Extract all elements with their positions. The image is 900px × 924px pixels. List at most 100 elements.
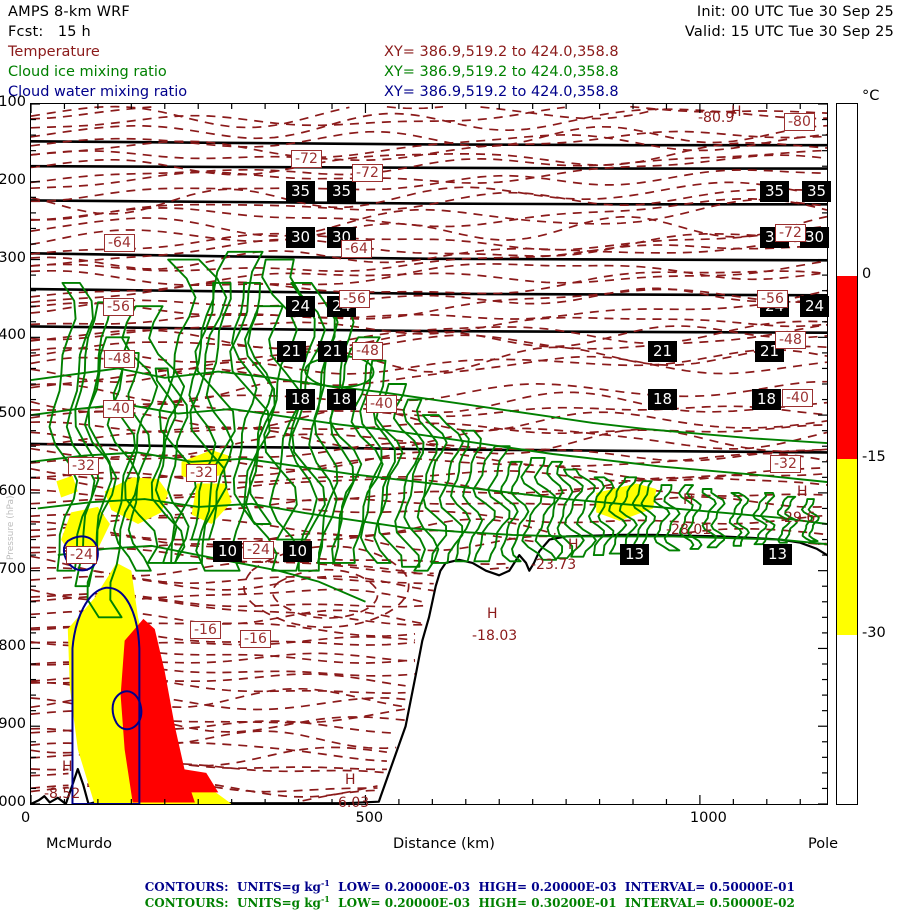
cloud-ice-contour-22 — [520, 456, 558, 561]
cloud-ice-contour-10 — [244, 305, 302, 572]
cloud-ice-contour-32 — [751, 491, 776, 546]
temperature-contour-label-2: -72 — [352, 164, 383, 182]
temperature-contour-0 — [31, 105, 444, 120]
temperature-contour-8 — [31, 149, 827, 184]
plot-area[interactable] — [30, 103, 828, 805]
temperature-contour-label-14: -40 — [782, 389, 813, 407]
temperature-contour-15 — [31, 215, 827, 246]
cloud-water-contour-2 — [111, 690, 143, 731]
temperature-contour-label-8: -56 — [757, 290, 788, 308]
xy-range-cloud-water: XY= 386.9,519.2 to 424.0,358.8 — [384, 84, 619, 100]
wind-label-35-3: 35 — [802, 181, 832, 202]
wind-label-10-20: 10 — [213, 541, 243, 562]
temperature-contour-24 — [31, 288, 827, 320]
cloud-ice-contour-23 — [546, 460, 574, 560]
temperature-contour-label-11: -48 — [775, 331, 806, 349]
cloud-water-contours — [63, 535, 143, 804]
extremum-marker-2: H — [683, 492, 694, 508]
extremum-marker-1: H — [797, 484, 808, 500]
y-axis-title: Pressure (hPa) — [6, 495, 16, 560]
shade-yellow-7 — [56, 475, 78, 498]
shade-red-1 — [158, 765, 219, 793]
y-tick-900: 900 — [0, 716, 26, 733]
footer-line2-rest: LOW= 0.20000E-03 HIGH= 0.30200E-01 INTER… — [329, 896, 795, 910]
temperature-contour-76 — [31, 753, 387, 771]
field-label-cloud-ice: Cloud ice mixing ratio — [8, 64, 167, 80]
colorbar-segment-red — [837, 276, 857, 459]
temperature-contour-12 — [31, 188, 827, 221]
y-tick-1000: 1000 — [0, 794, 26, 810]
isotach-line-18 — [31, 325, 827, 334]
temperature-contour-label-19: -24 — [243, 541, 274, 559]
temperature-contour-label-17: -32 — [770, 455, 801, 473]
temperature-contour-label-9: -48 — [104, 350, 135, 368]
y-tick-700: 700 — [0, 560, 26, 577]
y-tick-300: 300 — [0, 249, 26, 266]
colorbar-tick-m15: -15 — [862, 449, 886, 465]
extremum-value-0: -80.9 — [698, 110, 735, 126]
extremum-value-2: -28.01 — [666, 522, 712, 538]
colorbar-unit: °C — [862, 88, 880, 104]
temperature-contour-54 — [31, 566, 434, 585]
temperature-contour-42 — [31, 457, 827, 482]
footer-contours-cloud-ice: CONTOURS: UNITS=g kg-1 LOW= 0.20000E-03 … — [128, 880, 795, 924]
wind-label-35-0: 35 — [286, 181, 316, 202]
extremum-marker-5: H — [345, 772, 356, 788]
temperature-contour-43 — [31, 470, 827, 484]
temperature-contour-label-15: -32 — [68, 457, 99, 475]
temperature-contour-21 — [31, 260, 827, 298]
wind-label-21-14: 21 — [648, 341, 678, 362]
colorbar-segment-white-top — [837, 104, 857, 276]
isotach-line-35 — [31, 164, 827, 170]
cloud-ice-contour-21 — [499, 460, 530, 563]
isotach-line-21 — [31, 287, 827, 297]
terrain-profile — [31, 533, 827, 804]
temperature-contour-23 — [31, 287, 827, 314]
footer-line2-prefix: CONTOURS: UNITS=g kg — [144, 896, 321, 910]
temperature-contour-label-6: -56 — [103, 298, 134, 316]
wind-label-13-22: 13 — [620, 544, 650, 565]
cloud-ice-contours — [31, 250, 827, 619]
temperature-contour-19 — [31, 244, 827, 273]
xy-range-temperature: XY= 386.9,519.2 to 424.0,358.8 — [384, 44, 619, 60]
temperature-colorbar[interactable] — [836, 103, 858, 805]
temperature-contour-label-1: -72 — [291, 150, 322, 168]
temperature-contour-32 — [31, 355, 827, 389]
y-tick-100: 100 — [0, 94, 26, 110]
cloud-ice-contour-29 — [678, 484, 703, 550]
temperature-contour-label-20: -16 — [190, 621, 221, 639]
temperature-contour-74 — [31, 741, 387, 762]
cloud-ice-contour-25 — [588, 476, 615, 557]
wind-label-30-4: 30 — [286, 227, 316, 248]
cloud-ice-contour-14 — [329, 336, 384, 564]
cloud-ice-contour-19 — [450, 429, 484, 563]
x-tick-1000: 1000 — [689, 810, 727, 826]
y-tick-200: 200 — [0, 171, 26, 188]
footer-line2-sup: -1 — [320, 894, 330, 904]
wind-label-21-12: 21 — [277, 341, 307, 362]
cloud-ice-contour-1 — [74, 301, 113, 588]
temperature-contour-55 — [31, 575, 434, 592]
cloud-ice-contour-17 — [402, 398, 440, 572]
cloud-ice-contour-31 — [728, 491, 750, 547]
temperature-contour-7 — [31, 142, 827, 176]
xy-range-cloud-ice: XY= 386.9,519.2 to 424.0,358.8 — [384, 64, 619, 80]
temperature-contour-label-10: -48 — [352, 342, 383, 360]
extremum-marker-0: H — [731, 104, 742, 120]
cloud-ice-contour-3 — [112, 351, 152, 572]
temperature-contour-75 — [31, 742, 388, 767]
cloud-ice-sheet-3 — [37, 498, 827, 546]
cloud-ice-contour-16 — [375, 383, 421, 568]
temperature-closed-contour-0 — [243, 545, 410, 629]
extremum-value-5: 6.03 — [338, 795, 370, 811]
cloud-ice-sheet-0 — [31, 367, 827, 445]
colorbar-segment-yellow — [837, 459, 857, 635]
x-tick-0: 0 — [21, 810, 31, 826]
temperature-contour-16 — [31, 225, 827, 255]
temperature-contour-31 — [31, 348, 827, 383]
temperature-contour-label-18: -24 — [66, 546, 97, 564]
wind-label-10-21: 10 — [283, 541, 313, 562]
colorbar-tick-0: 0 — [862, 266, 872, 282]
temperature-contour-56 — [31, 588, 425, 604]
extremum-value-1: -29.6 — [779, 510, 816, 526]
